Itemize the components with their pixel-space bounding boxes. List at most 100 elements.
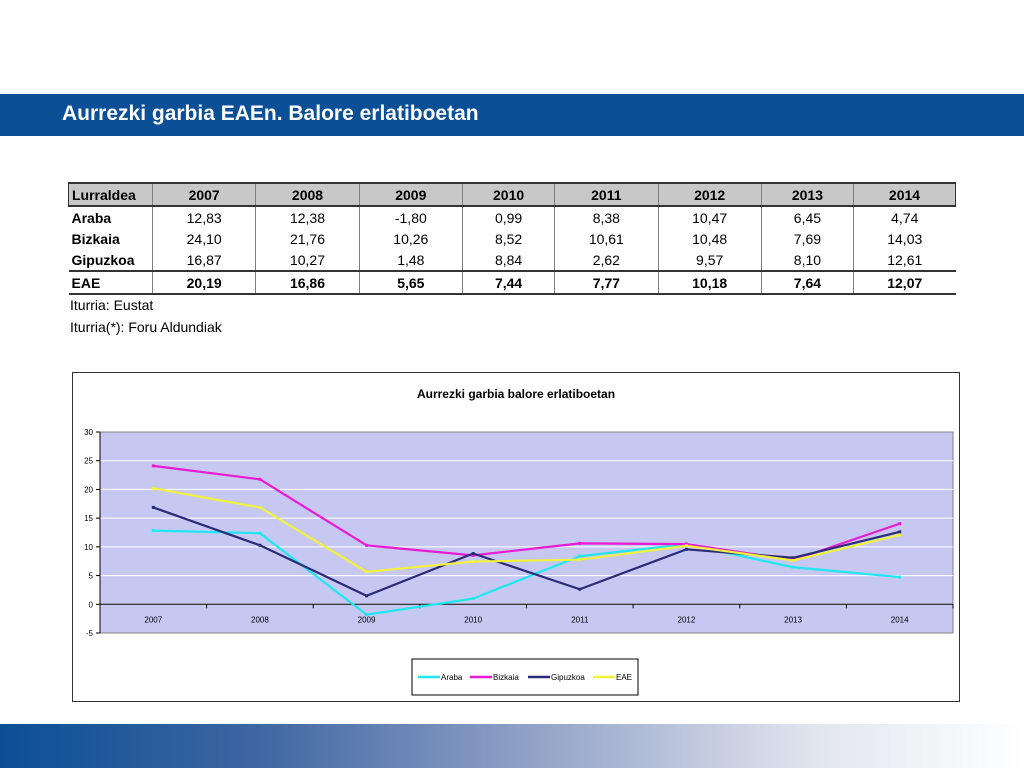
series-line-gipuzkoa xyxy=(152,506,900,597)
table-cell: 5,65 xyxy=(358,270,463,295)
y-tick-label: -5 xyxy=(86,629,94,638)
data-point xyxy=(684,544,688,548)
data-point xyxy=(151,486,155,490)
line-chart: Aurrezki garbia balore erlatiboetan -5 0 5… xyxy=(84,387,954,696)
table-cell: 7,69 xyxy=(760,228,854,249)
table-cell: 20,19 xyxy=(151,270,256,295)
data-point xyxy=(578,558,582,562)
column-header: 2012 xyxy=(657,182,762,207)
data-table: Lurraldea 2007 2008 2009 2010 2011 2012 … xyxy=(68,182,956,295)
data-point xyxy=(365,613,369,617)
table-cell: 10,18 xyxy=(657,270,762,295)
data-point xyxy=(578,587,582,591)
table-cell: 12,38 xyxy=(255,206,360,228)
data-point xyxy=(898,522,902,526)
column-header: 2014 xyxy=(853,182,956,207)
data-point xyxy=(898,533,902,537)
table-cell: 10,48 xyxy=(657,228,762,249)
data-point xyxy=(151,505,155,509)
table-cell: 10,26 xyxy=(358,228,463,249)
data-point xyxy=(471,553,475,557)
table-cell: Araba xyxy=(71,209,112,226)
data-point xyxy=(898,530,902,534)
data-point xyxy=(471,552,475,556)
y-tick-label: 30 xyxy=(84,428,93,437)
legend-label: Gipuzkoa xyxy=(551,673,585,682)
y-tick-label: 10 xyxy=(84,543,93,552)
table-cell: 7,44 xyxy=(461,270,555,295)
column-header: 2009 xyxy=(358,182,463,207)
table-cell: 16,87 xyxy=(151,249,256,271)
table-cell: 7,77 xyxy=(554,270,658,295)
x-tick-label: 2011 xyxy=(571,615,589,624)
bottom-band xyxy=(0,724,1024,768)
x-tick-label: 2013 xyxy=(784,615,802,624)
table-cell: 21,76 xyxy=(255,228,360,249)
x-tick-label: 2010 xyxy=(464,615,482,624)
data-point xyxy=(258,543,262,547)
table-cell: 10,61 xyxy=(554,228,658,249)
data-point xyxy=(471,597,475,601)
table-cell: 16,86 xyxy=(255,270,360,295)
data-point xyxy=(365,543,369,547)
table-cell: 8,10 xyxy=(760,249,854,271)
table-cell: -1,80 xyxy=(358,206,463,228)
data-point xyxy=(365,570,369,574)
table-cell: 24,10 xyxy=(151,228,256,249)
data-point xyxy=(684,547,688,551)
table-header-row: Lurraldea 2007 2008 2009 2010 2011 2012 … xyxy=(68,182,956,207)
column-header: 2008 xyxy=(255,182,360,207)
table-cell: 9,57 xyxy=(657,249,762,271)
data-point xyxy=(258,477,262,481)
column-header: Lurraldea xyxy=(68,182,153,207)
data-point xyxy=(151,529,155,533)
table-cell: 0,99 xyxy=(461,206,555,228)
table-cell: 12,61 xyxy=(853,249,956,271)
legend-label: Araba xyxy=(441,673,463,682)
table-row: Araba 12,83 12,38 -1,80 0,99 8,38 10,47 … xyxy=(69,206,956,228)
title-bar: Aurrezki garbia EAEn. Balore erlatiboeta… xyxy=(0,94,1024,136)
y-tick-label: 25 xyxy=(84,457,93,466)
data-point xyxy=(684,542,688,546)
data-point xyxy=(791,556,795,560)
column-header: 2011 xyxy=(554,182,658,207)
y-tick-label: 15 xyxy=(84,514,93,523)
data-point xyxy=(151,464,155,468)
x-tick-label: 2009 xyxy=(358,615,376,624)
table-cell: 12,83 xyxy=(151,206,256,228)
data-point xyxy=(898,575,902,579)
sources: Iturria: Eustat Iturria(*): Foru Aldundi… xyxy=(70,294,222,338)
column-header: 2007 xyxy=(151,182,256,207)
table-cell: 8,84 xyxy=(461,249,555,271)
table-total-row: EAE 20,19 16,86 5,65 7,44 7,77 10,18 7,6… xyxy=(68,270,956,295)
table-cell: 4,74 xyxy=(853,206,956,228)
y-tick-label: 5 xyxy=(89,572,94,581)
data-point xyxy=(258,505,262,509)
series-line-eae xyxy=(153,487,900,573)
x-tick-label: 2008 xyxy=(251,615,269,624)
data-point xyxy=(365,594,369,598)
table-row: Bizkaia 24,10 21,76 10,26 8,52 10,61 10,… xyxy=(69,228,956,249)
table-cell: 10,47 xyxy=(657,206,762,228)
table-cell: Bizkaia xyxy=(71,230,120,247)
table-cell: 14,03 xyxy=(853,228,956,249)
table-cell: 1,48 xyxy=(358,249,463,271)
column-header: 2013 xyxy=(760,182,854,207)
source-line: Iturria: Eustat xyxy=(70,297,154,313)
source-line: Iturria(*): Foru Aldundiak xyxy=(70,319,222,335)
series-line-araba xyxy=(153,529,900,616)
data-point xyxy=(258,531,262,535)
page-title: Aurrezki garbia EAEn. Balore erlatiboeta… xyxy=(62,102,479,125)
table-cell: 8,38 xyxy=(554,206,658,228)
column-header: 2010 xyxy=(461,182,555,207)
legend-label: EAE xyxy=(616,673,632,682)
table-cell: 12,07 xyxy=(853,270,956,295)
table-cell: 8,52 xyxy=(461,228,555,249)
data-point xyxy=(578,554,582,558)
data-point xyxy=(791,558,795,562)
x-tick-label: 2012 xyxy=(678,615,696,624)
table-cell: EAE xyxy=(68,270,153,295)
x-tick-label: 2007 xyxy=(144,615,162,624)
table-cell: 7,64 xyxy=(760,270,854,295)
data-point xyxy=(471,560,475,564)
